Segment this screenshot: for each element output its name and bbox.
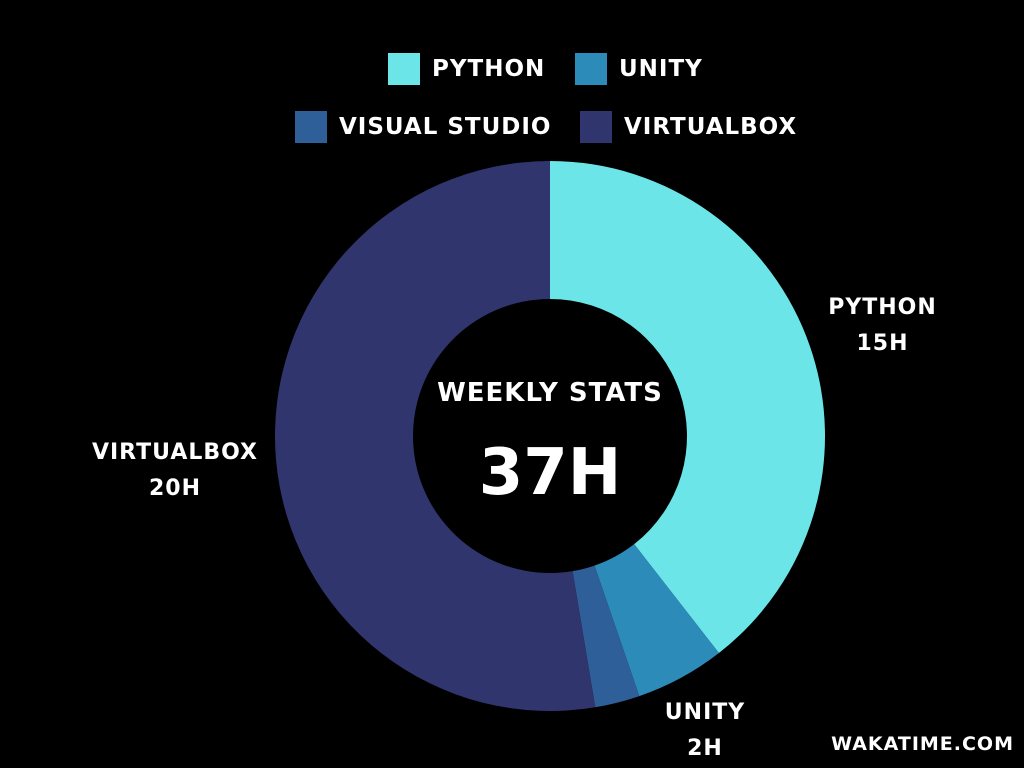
slice-label-unity: UNITY 2H: [650, 695, 760, 767]
slice-label-virtualbox-name: VIRTUALBOX: [91, 440, 259, 465]
legend-label-visual-studio: VISUAL STUDIO: [339, 114, 552, 140]
legend-item-visual-studio: VISUAL STUDIO: [295, 111, 552, 143]
legend-item-virtualbox: VIRTUALBOX: [580, 111, 797, 143]
slice-label-unity-name: UNITY: [664, 700, 746, 725]
slice-label-python-name: PYTHON: [828, 295, 937, 320]
legend-item-unity: UNITY: [575, 53, 703, 85]
slice-label-virtualbox: VIRTUALBOX 20H: [80, 435, 270, 507]
legend-label-virtualbox: VIRTUALBOX: [624, 114, 798, 140]
footer-site: WAKATIME.COM: [831, 733, 1014, 755]
center-title: WEEKLY STATS: [437, 378, 663, 408]
legend-swatch-visual-studio: [295, 111, 327, 143]
legend-swatch-virtualbox: [580, 111, 612, 143]
slice-unity: [594, 544, 719, 697]
slice-label-python: PYTHON 15H: [815, 290, 950, 362]
center-total: 37H: [478, 436, 622, 510]
donut-slices: [274, 161, 826, 711]
slice-label-unity-value: 2H: [687, 736, 723, 761]
slice-label-python-value: 15H: [856, 331, 909, 356]
legend-label-unity: UNITY: [619, 56, 703, 82]
slice-virtualbox: [274, 161, 596, 711]
slice-python: [550, 161, 826, 654]
slice-label-virtualbox-value: 20H: [148, 476, 202, 501]
legend-label-python: PYTHON: [432, 56, 546, 82]
legend: PYTHON UNITY VISUAL STUDIO VIRTUALBOX: [0, 0, 1024, 160]
legend-swatch-unity: [575, 53, 607, 85]
slice-visual-studio: [572, 565, 640, 708]
legend-item-python: PYTHON: [388, 53, 545, 85]
legend-swatch-python: [388, 53, 420, 85]
